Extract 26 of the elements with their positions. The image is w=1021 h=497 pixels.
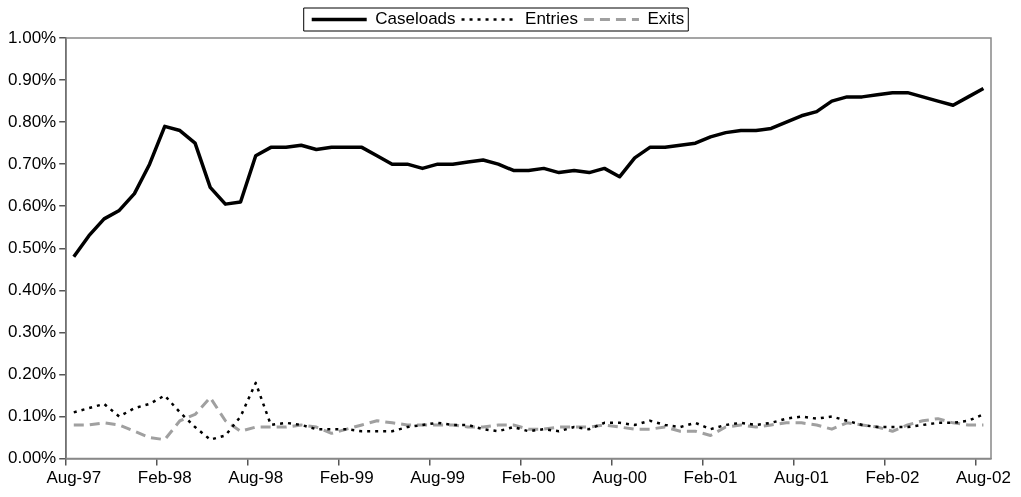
legend-label: Entries — [525, 9, 578, 29]
x-tick-label: Feb-99 — [319, 468, 374, 488]
y-tick-label: 0.30% — [8, 322, 57, 342]
y-tick-label: 0.10% — [8, 406, 57, 426]
x-tick-label: Feb-01 — [683, 468, 738, 488]
y-tick-label: 0.00% — [8, 448, 57, 468]
x-tick-label: Aug-02 — [956, 468, 1011, 488]
y-tick-label: 0.90% — [8, 69, 57, 89]
x-tick-label: Aug-00 — [592, 468, 647, 488]
x-tick-label: Feb-02 — [865, 468, 920, 488]
legend-label: Exits — [647, 9, 685, 29]
x-tick-label: Aug-99 — [410, 468, 466, 488]
y-tick-label: 1.00% — [8, 27, 57, 47]
y-tick-label: 0.20% — [8, 364, 57, 384]
line-series — [72, 396, 985, 442]
y-tick-label: 0.50% — [8, 237, 57, 257]
x-tick-label: Feb-98 — [137, 468, 192, 488]
x-tick-label: Aug-01 — [774, 468, 829, 488]
x-tick-label: Feb-00 — [501, 468, 556, 488]
y-tick-label: 0.60% — [8, 195, 57, 215]
x-tick-label: Aug-98 — [228, 468, 284, 488]
x-tick-label: Aug-97 — [46, 468, 102, 488]
y-tick-label: 0.80% — [8, 111, 57, 131]
legend-label: Caseloads — [375, 9, 456, 29]
y-tick-label: 0.40% — [8, 280, 57, 300]
y-tick-label: 0.70% — [8, 153, 57, 173]
